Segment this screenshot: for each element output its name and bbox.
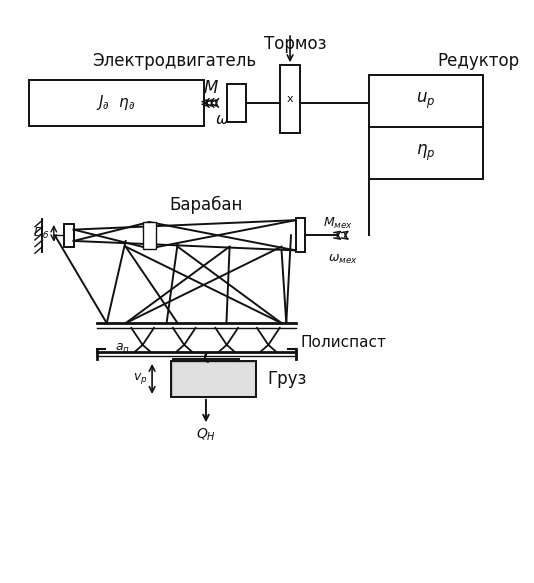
Text: Полиспаст: Полиспаст [301,335,387,350]
Text: $D_б$: $D_б$ [33,226,50,241]
Text: Тормоз: Тормоз [264,36,327,54]
Bar [227,84,246,122]
Bar [280,65,301,133]
Text: Груз: Груз [268,370,307,388]
Bar [171,361,256,397]
Text: $a_п$: $a_п$ [115,342,130,355]
Bar [29,80,204,126]
Text: Барабан: Барабан [169,196,242,214]
Bar [370,75,483,178]
Text: $v_р$: $v_р$ [133,371,147,387]
Text: $Q_{Н}$: $Q_{Н}$ [196,427,216,443]
Text: x: x [287,94,293,104]
Text: $u_р$: $u_р$ [417,91,436,111]
Bar [64,224,74,247]
Bar [173,359,239,385]
Text: $\omega_{мех}$: $\omega_{мех}$ [328,253,358,266]
Text: $M_{мех}$: $M_{мех}$ [323,216,354,231]
Text: Электродвигатель: Электродвигатель [92,52,257,71]
Text: $\eta_р$: $\eta_р$ [417,143,436,163]
Bar [296,218,305,252]
Text: $\omega$: $\omega$ [215,113,229,128]
Bar [143,222,156,248]
Text: $M$: $M$ [203,79,218,97]
Text: Редуктор: Редуктор [437,52,520,71]
Text: $J_{\partial}\ \ \eta_{\partial}$: $J_{\partial}\ \ \eta_{\partial}$ [97,93,136,113]
Bar [173,363,254,395]
